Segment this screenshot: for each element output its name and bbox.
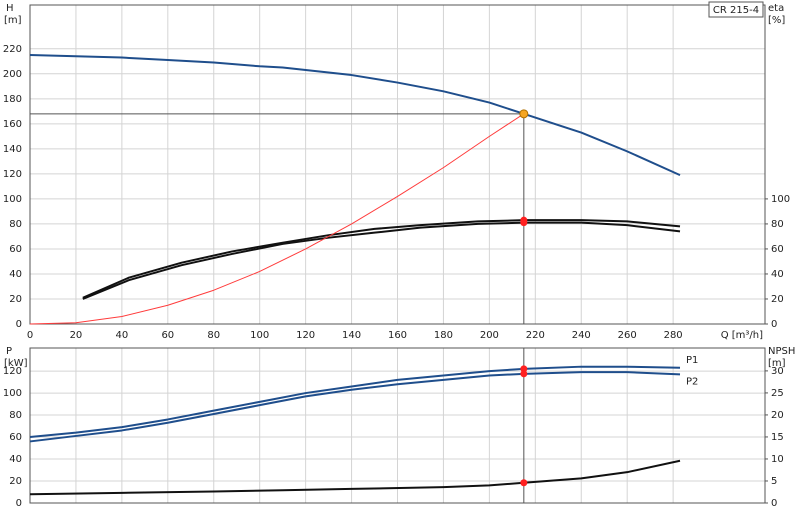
y-axis-label: P [6, 346, 12, 357]
y-tick-label: 120 [3, 366, 22, 377]
y2-axis-unit: [m] [768, 358, 786, 369]
y2-tick-label: 0 [771, 498, 777, 509]
x-tick-label: 80 [207, 330, 220, 341]
y-tick-label: 60 [9, 244, 22, 255]
series-line [29, 113, 525, 325]
y2-tick-label: 5 [771, 476, 777, 487]
series-line [29, 371, 681, 443]
y2-axis-label: NPSH [768, 346, 795, 357]
y-tick-label: 40 [9, 269, 22, 280]
series-line [29, 365, 681, 439]
series-label: P1 [686, 355, 698, 366]
x-tick-label: 40 [116, 330, 129, 341]
y2-axis-unit: [%] [768, 15, 785, 26]
y2-axis-label: eta [768, 3, 784, 14]
y-tick-label: 60 [9, 432, 22, 443]
y2-tick-label: 30 [771, 366, 784, 377]
y2-tick-label: 20 [771, 410, 784, 421]
y2-tick-label: 40 [771, 269, 784, 280]
y-tick-label: 80 [9, 410, 22, 421]
x-tick-label: 220 [526, 330, 545, 341]
y-tick-label: 0 [16, 319, 22, 330]
y2-tick-label: 0 [771, 319, 777, 330]
series-line [82, 221, 681, 300]
x-tick-label: 120 [296, 330, 315, 341]
chart-title: CR 215-4 [713, 5, 759, 16]
y-tick-label: 100 [3, 194, 22, 205]
x-tick-label: 200 [480, 330, 499, 341]
y-tick-label: 80 [9, 219, 22, 230]
operating-point [519, 109, 529, 119]
x-tick-label: 20 [70, 330, 83, 341]
y-axis-unit: [kW] [4, 358, 28, 369]
operating-dot [520, 370, 528, 378]
y-tick-label: 0 [16, 498, 22, 509]
y2-tick-label: 10 [771, 454, 784, 465]
y2-tick-label: 100 [771, 194, 790, 205]
plot-frame [29, 4, 766, 325]
operating-dot [520, 479, 528, 487]
y-tick-label: 120 [3, 169, 22, 180]
series-label: P2 [686, 376, 698, 387]
x-tick-label: 60 [161, 330, 174, 341]
y-tick-label: 220 [3, 44, 22, 55]
x-axis-label: Q [m³/h] [721, 330, 763, 341]
y-tick-label: 160 [3, 119, 22, 130]
y-tick-label: 20 [9, 476, 22, 487]
x-tick-label: 100 [250, 330, 269, 341]
y-axis-label: H [6, 3, 14, 14]
x-tick-label: 280 [664, 330, 683, 341]
x-tick-label: 260 [618, 330, 637, 341]
operating-dot [520, 365, 528, 373]
y2-tick-label: 60 [771, 244, 784, 255]
title-box [708, 1, 764, 18]
y-tick-label: 40 [9, 454, 22, 465]
y-tick-label: 20 [9, 294, 22, 305]
plot-frame [29, 347, 766, 504]
x-tick-label: 240 [572, 330, 591, 341]
y-tick-label: 200 [3, 69, 22, 80]
operating-dot [520, 219, 528, 227]
x-tick-label: 140 [342, 330, 361, 341]
x-tick-label: 0 [27, 330, 33, 341]
y-tick-label: 140 [3, 144, 22, 155]
y2-tick-label: 25 [771, 388, 784, 399]
x-tick-label: 160 [388, 330, 407, 341]
x-tick-label: 180 [434, 330, 453, 341]
y2-tick-label: 80 [771, 219, 784, 230]
series-line [29, 54, 681, 177]
series-line [82, 219, 681, 299]
y-axis-unit: [m] [4, 15, 22, 26]
y2-tick-label: 15 [771, 432, 784, 443]
y-tick-label: 100 [3, 388, 22, 399]
y2-tick-label: 20 [771, 294, 784, 305]
series-line [29, 459, 681, 496]
y-tick-label: 180 [3, 94, 22, 105]
